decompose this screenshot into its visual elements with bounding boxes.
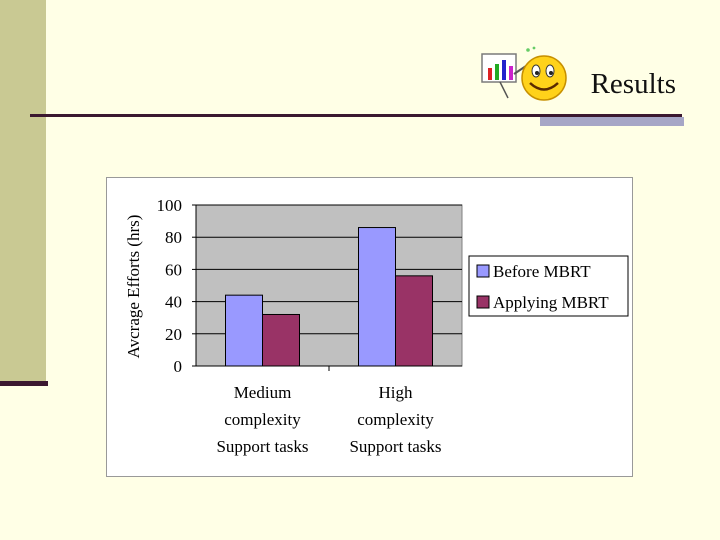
y-tick-label: 40 xyxy=(165,293,182,312)
y-tick-label: 0 xyxy=(174,357,183,376)
legend xyxy=(468,255,629,317)
legend-label: Before MBRT xyxy=(493,262,591,281)
x-tick-label: Support tasks xyxy=(216,437,308,456)
x-tick-label: Medium xyxy=(234,383,292,402)
bar xyxy=(262,313,300,367)
x-tick-label: complexity xyxy=(224,410,301,429)
bar xyxy=(225,294,263,367)
legend-label: Applying MBRT xyxy=(493,293,609,312)
slide-title: Results xyxy=(590,68,676,100)
legend-swatch xyxy=(476,264,490,278)
x-tick-label: complexity xyxy=(357,410,434,429)
bar-chart: 0 20 40 60 80 100 Medium complexity Support task… xyxy=(124,196,629,456)
y-axis-label: Avcrage Efforts (hrs) xyxy=(124,215,143,359)
sidebar-underline xyxy=(0,381,48,386)
x-tick-label: Support tasks xyxy=(349,437,441,456)
chart-frame: 0 20 40 60 80 100 Medium complexity Support task… xyxy=(106,177,633,477)
sidebar-bar xyxy=(0,0,46,383)
header-rule xyxy=(30,114,682,117)
y-tick-label: 20 xyxy=(165,325,182,344)
header-accent-bar xyxy=(540,117,684,126)
y-tick-label: 60 xyxy=(165,260,182,279)
bar xyxy=(395,275,433,367)
smiley-chart-icon xyxy=(478,44,570,111)
x-tick-label: High xyxy=(379,383,414,402)
bar xyxy=(358,227,396,367)
legend-swatch xyxy=(476,295,490,309)
y-tick-label: 80 xyxy=(165,228,182,247)
y-tick-label: 100 xyxy=(157,196,183,215)
